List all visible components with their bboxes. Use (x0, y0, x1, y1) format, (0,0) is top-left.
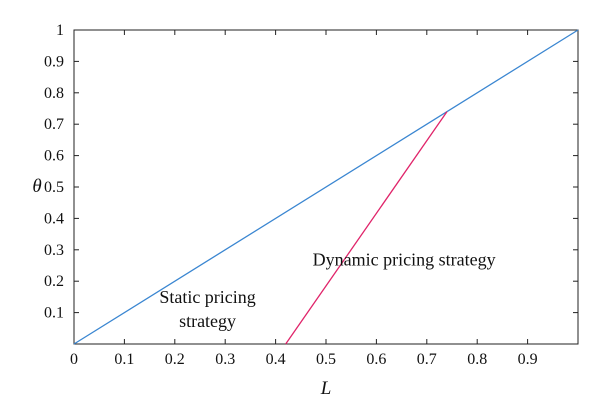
y-tick-label: 0.4 (44, 210, 64, 227)
y-tick-label: 0.9 (44, 53, 64, 70)
x-tick-label: 0.5 (316, 351, 336, 368)
y-tick-label: 0.8 (44, 85, 64, 102)
x-tick-label: 0.1 (114, 351, 134, 368)
x-tick-label: 0.2 (165, 351, 185, 368)
y-tick-label: 0.3 (44, 242, 64, 259)
y-tick-label: 1 (56, 22, 64, 39)
x-tick-label: 0 (70, 351, 78, 368)
y-tick-label: 0.2 (44, 273, 64, 290)
annotation-line: Dynamic pricing strategy (313, 250, 496, 270)
x-tick-label: 0.6 (366, 351, 386, 368)
x-tick-label: 0.8 (467, 351, 487, 368)
x-tick-label: 0.7 (417, 351, 437, 368)
x-axis-label: L (320, 378, 332, 399)
annotation-line: Static pricing (159, 287, 255, 307)
x-tick-label: 0.4 (266, 351, 286, 368)
annotation-2: Dynamic pricing strategy (313, 250, 496, 270)
series-line-1 (73, 29, 579, 345)
ticks: 0 0.1 0.2 0.3 0.4 0.5 0.6 0.7 0.8 0.9 0.1 0.2 0.3 0.4… (44, 22, 578, 368)
x-tick-label: 0.9 (518, 351, 538, 368)
y-tick-label: 0.1 (44, 305, 64, 322)
y-tick-label: 0.6 (44, 148, 64, 165)
x-tick-label: 0.3 (215, 351, 235, 368)
y-tick-label: 0.5 (44, 179, 64, 196)
annotation-line: strategy (179, 311, 236, 331)
y-axis-label: θ (32, 176, 41, 197)
annotation-1: Static pricing strategy (159, 287, 255, 331)
y-tick-label: 0.7 (44, 116, 64, 133)
annotation-layer: Static pricing strategy Dynamic pricing st… (159, 250, 495, 332)
series-layer (73, 29, 579, 345)
series-line-2 (285, 111, 448, 345)
